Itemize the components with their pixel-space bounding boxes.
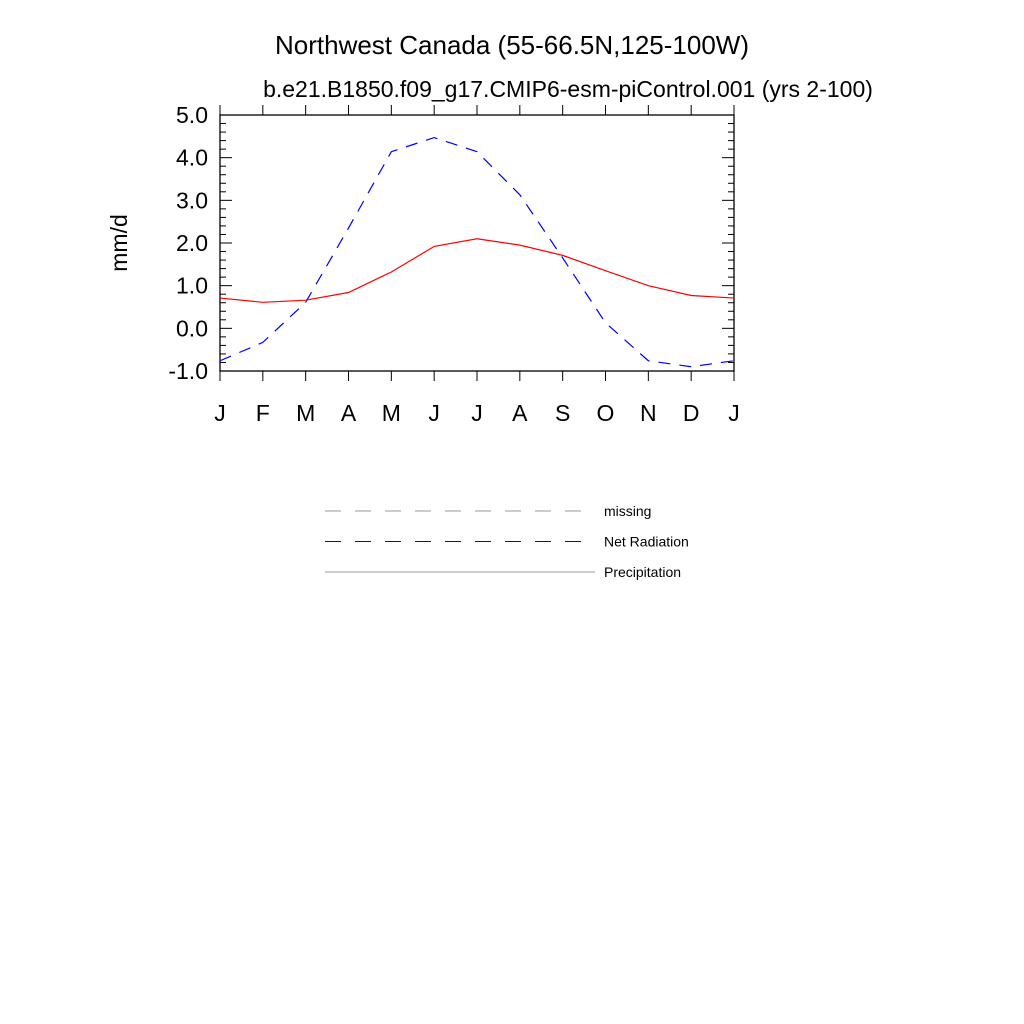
legend-label: missing — [604, 503, 651, 519]
legend: missing Net Radiation Precipitation — [325, 503, 689, 580]
legend-label: Net Radiation — [604, 534, 689, 550]
x-tick-label: J — [728, 400, 740, 426]
x-tick-label: O — [597, 400, 615, 426]
series-group — [219, 136, 735, 368]
plot-frame — [219, 114, 735, 372]
y-tick-label: -1.0 — [168, 358, 208, 384]
x-tick-label: F — [256, 400, 270, 426]
x-tick-label: M — [382, 400, 401, 426]
x-tick-label: S — [555, 400, 570, 426]
y-tick-label: 5.0 — [176, 102, 208, 128]
x-tick-label: A — [341, 400, 357, 426]
chart-title: Northwest Canada (55-66.5N,125-100W) — [275, 30, 749, 60]
y-tick-label: 2.0 — [176, 230, 208, 256]
y-tick-label: 3.0 — [176, 187, 208, 213]
x-tick-label: D — [683, 400, 700, 426]
series-line-net-radiation — [219, 136, 735, 368]
series-line-precipitation — [219, 238, 735, 303]
chart-subtitle: b.e21.B1850.f09_g17.CMIP6-esm-piControl.… — [263, 76, 873, 102]
y-tick-label: 1.0 — [176, 273, 208, 299]
y-axis-label: mm/d — [106, 214, 132, 272]
x-tick-label: N — [640, 400, 657, 426]
y-tick-label: 0.0 — [176, 315, 208, 341]
axes: -1.00.01.02.03.04.05.0J F M A M J J A S O N D J — [168, 102, 739, 426]
y-tick-label: 4.0 — [176, 145, 208, 171]
x-tick-label: A — [512, 400, 528, 426]
x-tick-label: J — [471, 400, 483, 426]
legend-label: Precipitation — [604, 564, 681, 580]
x-tick-label: J — [428, 400, 440, 426]
x-tick-label: J — [214, 400, 226, 426]
x-tick-label: M — [296, 400, 315, 426]
